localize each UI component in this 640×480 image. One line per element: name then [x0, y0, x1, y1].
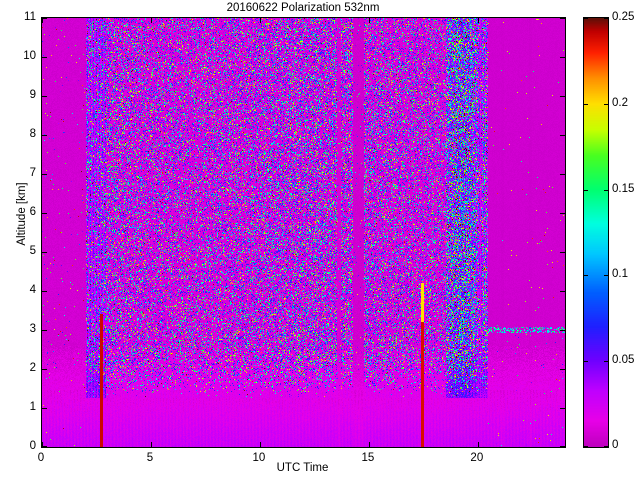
y-tick-9: [560, 96, 565, 97]
y-tick-label-8: 8: [29, 128, 36, 140]
colorbar-tick-4: [584, 104, 588, 105]
y-tick-label-9: 9: [29, 89, 36, 101]
colorbar-tick-1: [584, 361, 588, 362]
x-axis-title: UTC Time: [276, 462, 329, 474]
y-tick-label-5: 5: [29, 245, 36, 257]
y-tick-8: [560, 135, 565, 136]
y-tick-6: [560, 213, 565, 214]
y-tick-2: [560, 369, 565, 370]
y-tick-4: [560, 291, 565, 292]
x-tick-0: [42, 442, 43, 447]
x-tick-1: [151, 442, 152, 447]
y-tick-label-6: 6: [29, 206, 36, 218]
y-tick-label-0: 0: [29, 440, 36, 452]
colorbar-tick-1: [604, 361, 608, 362]
y-tick-label-10: 10: [23, 50, 36, 62]
colorbar-tick-label-2: 0.1: [612, 268, 628, 280]
y-tick-8: [42, 135, 47, 136]
y-tick-label-11: 11: [24, 11, 36, 23]
y-tick-10: [42, 57, 47, 58]
colorbar-tick-label-0: 0: [612, 439, 619, 451]
y-tick-5: [560, 252, 565, 253]
colorbar-tick-label-3: 0.15: [612, 183, 635, 195]
x-tick-4: [478, 442, 479, 447]
x-tick-label-4: 20: [470, 452, 484, 464]
y-tick-0: [42, 446, 47, 447]
y-axis-title: Altitude [km]: [16, 182, 28, 246]
colorbar: [583, 17, 609, 448]
y-tick-label-4: 4: [29, 284, 36, 296]
y-tick-0: [560, 446, 565, 447]
heatmap-image: [42, 18, 565, 447]
colorbar-tick-0: [604, 446, 608, 447]
colorbar-tick-2: [604, 275, 608, 276]
colorbar-tick-5: [584, 18, 588, 19]
y-tick-2: [42, 369, 47, 370]
colorbar-tick-label-1: 0.05: [612, 354, 635, 366]
y-tick-10: [560, 57, 565, 58]
y-tick-label-2: 2: [29, 362, 36, 374]
y-tick-6: [42, 213, 47, 214]
colorbar-tick-3: [604, 190, 608, 191]
colorbar-tick-5: [604, 18, 608, 19]
heatmap-axes: [41, 17, 566, 448]
y-tick-11: [42, 18, 47, 19]
colorbar-gradient: [584, 18, 608, 447]
x-tick-label-0: 0: [37, 452, 45, 464]
y-tick-label-7: 7: [29, 167, 36, 179]
y-tick-9: [42, 96, 47, 97]
y-tick-7: [42, 174, 47, 175]
x-tick-3: [369, 442, 370, 447]
colorbar-tick-4: [604, 104, 608, 105]
y-tick-3: [560, 330, 565, 331]
colorbar-tick-label-4: 0.2: [612, 97, 628, 109]
y-tick-1: [560, 408, 565, 409]
y-tick-11: [560, 18, 565, 19]
x-tick-3: [369, 18, 370, 23]
x-tick-2: [260, 18, 261, 23]
y-tick-1: [42, 408, 47, 409]
y-tick-label-1: 1: [29, 401, 36, 413]
x-tick-2: [260, 442, 261, 447]
x-tick-4: [478, 18, 479, 23]
colorbar-tick-label-5: 0.25: [612, 11, 635, 23]
x-tick-label-2: 10: [252, 452, 266, 464]
y-tick-3: [42, 330, 47, 331]
colorbar-tick-2: [584, 275, 588, 276]
x-tick-label-1: 5: [146, 452, 154, 464]
x-tick-0: [42, 18, 43, 23]
page-title: 20160622 Polarization 532nm: [226, 2, 380, 14]
colorbar-tick-0: [584, 446, 588, 447]
y-tick-7: [560, 174, 565, 175]
y-tick-4: [42, 291, 47, 292]
y-tick-5: [42, 252, 47, 253]
y-tick-label-3: 3: [29, 323, 36, 335]
x-tick-label-3: 15: [361, 452, 375, 464]
x-tick-1: [151, 18, 152, 23]
colorbar-tick-3: [584, 190, 588, 191]
